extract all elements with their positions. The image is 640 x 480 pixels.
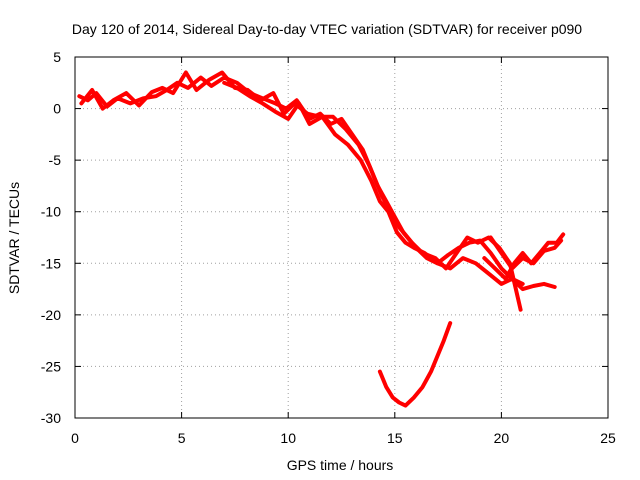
series-line-satellite-arc-e (488, 235, 564, 271)
x-tick-label-1: 5 (178, 430, 186, 446)
grid-lines (75, 57, 608, 418)
series-line-satellite-arc-b (79, 70, 523, 312)
y-tick-label-7: -30 (41, 410, 61, 426)
y-tick-label-2: -5 (49, 152, 62, 168)
y-tick-label-5: -20 (41, 307, 61, 323)
y-axis-title: SDTVAR / TECUs (6, 182, 22, 294)
x-tick-label-4: 20 (494, 430, 510, 446)
x-tick-label-5: 25 (600, 430, 616, 446)
series-line-satellite-arc-late (377, 321, 453, 408)
y-tick-label-1: 0 (53, 101, 61, 117)
x-tick-label-3: 15 (387, 430, 403, 446)
y-tick-label-3: -10 (41, 204, 61, 220)
x-tick-label-0: 0 (71, 430, 79, 446)
chart-title: Day 120 of 2014, Sidereal Day-to-day VTE… (72, 21, 582, 37)
axis-ticks: 0 5 10 15 20 25 5 0 -5 -10 -15 -20 -25 -30 (41, 49, 616, 446)
plot-border (74, 56, 609, 419)
series-line-satellite-arc-c (222, 80, 557, 292)
y-tick-label-0: 5 (53, 49, 61, 65)
y-tick-label-4: -15 (41, 255, 61, 271)
x-axis-title: GPS time / hours (287, 457, 394, 473)
y-tick-label-6: -25 (41, 358, 61, 374)
x-tick-label-2: 10 (280, 430, 296, 446)
data-series-group (77, 70, 566, 408)
